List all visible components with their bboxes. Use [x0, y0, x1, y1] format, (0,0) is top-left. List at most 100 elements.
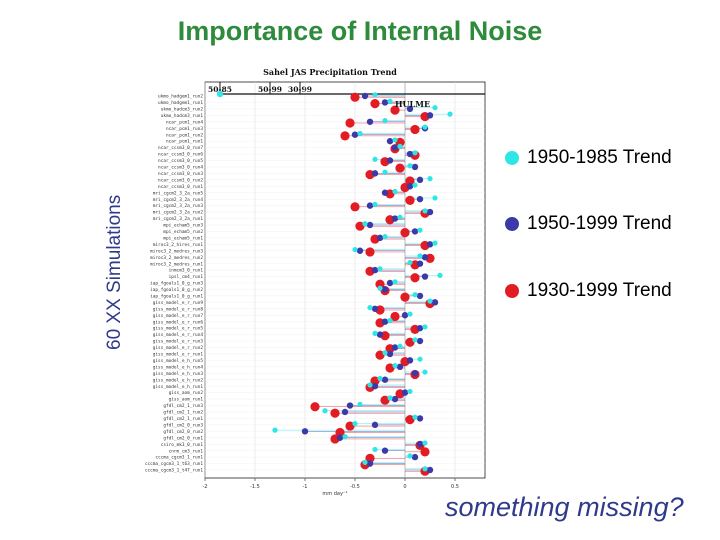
row-label: mpi_echam5_run1 [163, 235, 203, 241]
trend-point [406, 150, 414, 158]
trend-point [412, 150, 418, 156]
trend-point [381, 286, 389, 293]
trend-point [405, 195, 415, 205]
trend-points [272, 92, 453, 476]
trend-point [416, 415, 424, 422]
trend-point [416, 176, 424, 184]
trend-point [421, 254, 429, 261]
row-label: ncar_pcm1_run1 [166, 139, 203, 145]
trend-point [416, 195, 424, 203]
trend-point [371, 382, 379, 390]
trend-point [420, 447, 430, 457]
obs-source-label: HULME [395, 99, 430, 109]
trend-point [370, 99, 380, 109]
trend-point [401, 312, 409, 319]
row-label: ncar_ccsm3_0_run2 [158, 177, 203, 183]
trend-point [371, 305, 379, 312]
trend-point [412, 292, 418, 298]
trend-point [366, 202, 374, 209]
trend-chart: Sahel JAS Precipitation Trend 50-85 50-99… [135, 60, 490, 498]
trend-point [417, 356, 423, 362]
trend-point [391, 215, 399, 222]
trend-point [346, 402, 354, 409]
trend-point [351, 131, 359, 138]
legend-item-1930-1999: 1930-1999 Trend [505, 280, 672, 302]
row-label: mri_cgcm2_3_2a_run4 [153, 197, 204, 203]
trend-point [370, 376, 380, 386]
row-label: giss_model_e_r_run7 [153, 313, 204, 319]
trend-point [416, 337, 424, 345]
trend-point [426, 241, 434, 248]
trend-point [380, 395, 390, 405]
legend-dot-cyan-icon [505, 151, 519, 165]
trend-point [395, 163, 405, 173]
trend-point [392, 279, 398, 285]
row-label: ncar_ccsm3_0_run4 [158, 165, 203, 171]
trend-point [410, 124, 420, 135]
trend-point [375, 279, 385, 289]
trend-point [336, 434, 344, 441]
row-label: giss_model_e_r_run8 [153, 306, 204, 312]
row-label: ncar_ccsm3_0_run3 [158, 171, 203, 177]
x-tick-label: -2 [203, 484, 208, 490]
trend-point [391, 395, 399, 403]
trend-point [357, 130, 363, 137]
legend-label: 1950-1999 Trend [527, 213, 672, 234]
x-tick-label: 0.5 [451, 484, 459, 490]
trend-point [422, 124, 428, 130]
row-label: ncar_ccsm3_0_run1 [158, 184, 203, 190]
trend-point [377, 266, 383, 272]
trend-point [371, 266, 379, 274]
trend-point [422, 208, 428, 214]
trend-point [381, 376, 389, 383]
trend-point [367, 304, 373, 311]
trend-point [392, 188, 398, 195]
row-label: giss_model_e_h_run2 [153, 377, 204, 383]
trend-point [405, 176, 415, 186]
trend-point [447, 111, 453, 117]
trend-point [422, 324, 428, 330]
trend-point [411, 453, 419, 461]
row-label: giss_model_e_r_run5 [153, 326, 204, 332]
trend-point [366, 460, 374, 467]
slide-title: Importance of Internal Noise [177, 16, 543, 46]
trend-point [391, 144, 399, 151]
x-tick-label: 0 [403, 484, 406, 490]
trend-point [405, 337, 415, 347]
row-labels: ukmo_hadgem1_run2ukmo_hadgem1_run1ukmo_h… [145, 94, 204, 474]
trend-point [352, 421, 358, 427]
legend-dot-blue-icon [505, 217, 519, 231]
row-label: cnrm_cm3_run1 [169, 448, 204, 454]
trend-point [386, 350, 394, 358]
row-label: giss_model_e_r_run9 [153, 300, 204, 306]
trend-point [391, 344, 399, 351]
trend-point [396, 363, 404, 371]
legend-dot-red-icon [505, 284, 519, 298]
trend-point [416, 292, 424, 300]
trend-point [417, 253, 423, 259]
row-label: gfdl_cm2_0_run3 [163, 422, 203, 428]
x-tick-label: -1 [303, 484, 308, 490]
trend-point [372, 446, 378, 453]
trend-point [366, 118, 374, 125]
trend-point [381, 447, 389, 454]
trend-point [407, 259, 413, 266]
row-label: giss_aom_run1 [169, 397, 204, 403]
row-label: miroc3_2_medres_run2 [150, 255, 203, 261]
trend-point [412, 337, 418, 343]
trend-point [377, 285, 383, 291]
row-label: ncar_ccsm3_0_run5 [158, 158, 203, 164]
trend-point [357, 401, 363, 407]
trend-point [386, 279, 394, 287]
row-label: iap_fgoals1_0_g_run3 [150, 281, 203, 287]
trend-point [372, 201, 378, 208]
trend-point [356, 247, 364, 254]
row-label: giss_model_e_r_run6 [153, 319, 204, 325]
trend-point [365, 453, 375, 463]
trend-point [341, 408, 349, 416]
row-label: giss_model_e_h_run3 [153, 371, 204, 377]
trend-point [381, 189, 389, 196]
row-label: giss_model_e_h_run1 [153, 384, 204, 390]
trend-point [362, 221, 368, 227]
trend-point [371, 170, 379, 177]
